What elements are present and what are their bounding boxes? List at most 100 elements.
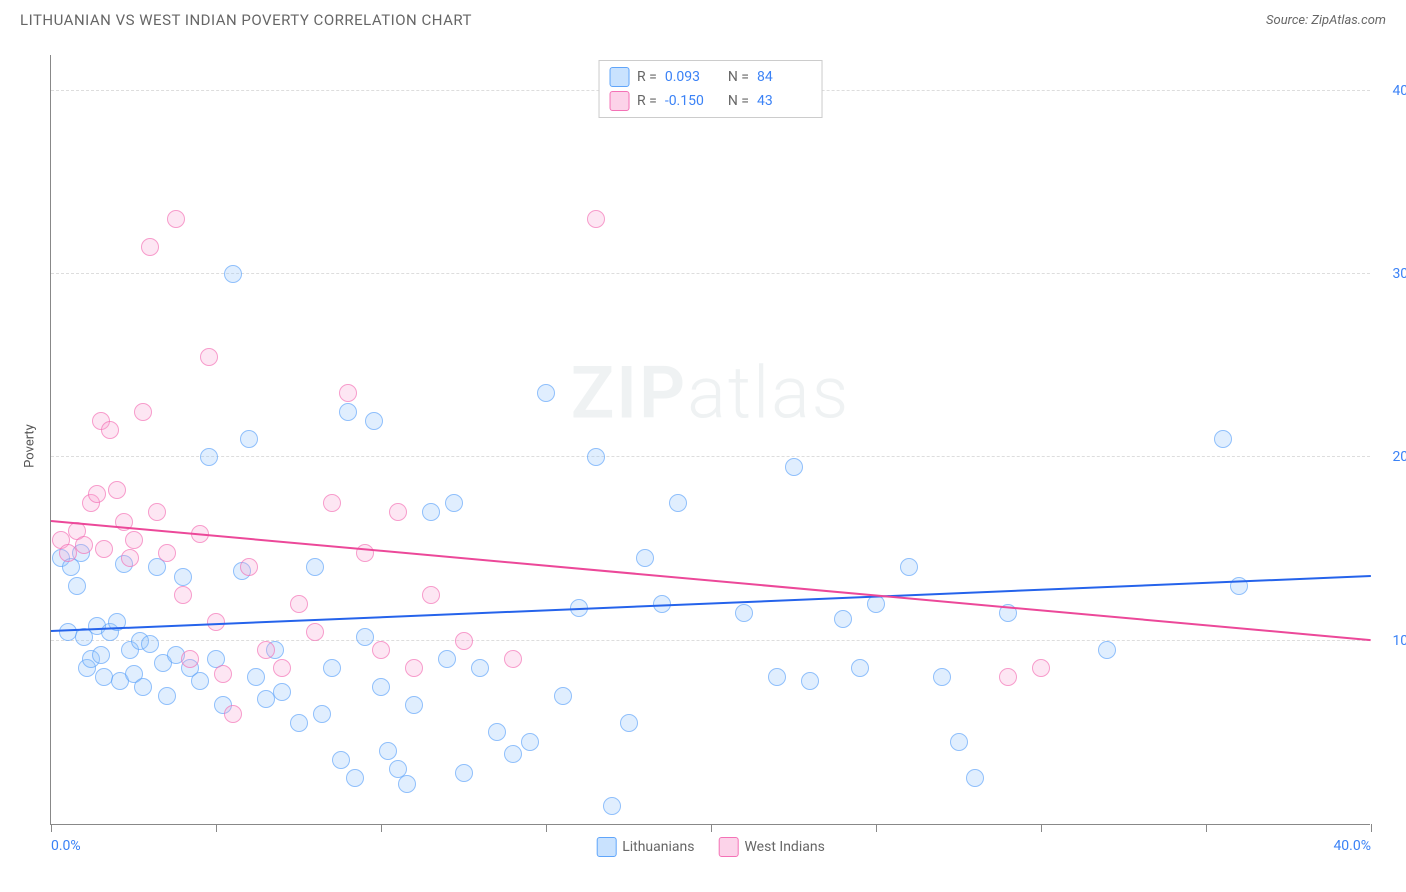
series-legend: Lithuanians West Indians: [596, 837, 825, 857]
n-label-0: N =: [728, 69, 749, 85]
data-point: [488, 723, 506, 741]
data-point: [332, 751, 350, 769]
chart-header: LITHUANIAN VS WEST INDIAN POVERTY CORREL…: [0, 0, 1406, 40]
data-point: [339, 384, 357, 402]
data-point: [768, 668, 786, 686]
data-point: [966, 769, 984, 787]
data-point: [95, 668, 113, 686]
data-point: [75, 536, 93, 554]
r-label-0: R =: [637, 69, 657, 85]
data-point: [148, 503, 166, 521]
data-point: [323, 659, 341, 677]
legend-swatch-1-icon: [718, 837, 738, 857]
data-point: [851, 659, 869, 677]
data-point: [158, 544, 176, 562]
data-point: [339, 403, 357, 421]
data-point: [313, 705, 331, 723]
data-point: [537, 384, 555, 402]
legend-label-0: Lithuanians: [622, 839, 694, 855]
data-point: [247, 668, 265, 686]
xtick-label: 0.0%: [51, 838, 81, 854]
y-axis-label: Poverty: [22, 424, 37, 468]
data-point: [445, 494, 463, 512]
r-value-0: 0.093: [665, 69, 720, 85]
data-point: [290, 595, 308, 613]
data-point: [174, 568, 192, 586]
data-point: [438, 650, 456, 668]
data-point: [181, 650, 199, 668]
data-point: [1098, 641, 1116, 659]
watermark-atlas: atlas: [687, 351, 850, 436]
data-point: [306, 623, 324, 641]
watermark-zip: ZIP: [571, 351, 687, 436]
legend-swatch-0-icon: [596, 837, 616, 857]
legend-item-1: West Indians: [718, 837, 824, 857]
data-point: [306, 558, 324, 576]
data-point: [405, 696, 423, 714]
chart-title: LITHUANIAN VS WEST INDIAN POVERTY CORREL…: [20, 11, 472, 29]
data-point: [356, 628, 374, 646]
gridline-h: [51, 273, 1370, 274]
data-point: [101, 421, 119, 439]
data-point: [121, 549, 139, 567]
n-value-0: 84: [757, 69, 812, 85]
data-point: [141, 238, 159, 256]
r-value-1: -0.150: [665, 93, 720, 109]
data-point: [398, 775, 416, 793]
data-point: [603, 797, 621, 815]
data-point: [372, 678, 390, 696]
data-point: [174, 586, 192, 604]
stats-row-0: R = 0.093 N = 84: [609, 65, 812, 89]
data-point: [504, 745, 522, 763]
ytick-label: 10.0%: [1392, 633, 1406, 649]
data-point: [224, 265, 242, 283]
data-point: [167, 210, 185, 228]
xtick-label: 40.0%: [1333, 838, 1371, 854]
data-point: [455, 764, 473, 782]
data-point: [346, 769, 364, 787]
data-point: [405, 659, 423, 677]
data-point: [620, 714, 638, 732]
n-label-1: N =: [728, 93, 749, 109]
data-point: [323, 494, 341, 512]
xtick: [381, 824, 382, 832]
ytick-label: 40.0%: [1392, 83, 1406, 99]
data-point: [389, 503, 407, 521]
ytick-label: 20.0%: [1392, 449, 1406, 465]
xtick: [1041, 824, 1042, 832]
xtick: [51, 824, 52, 832]
data-point: [158, 687, 176, 705]
data-point: [372, 641, 390, 659]
data-point: [471, 659, 489, 677]
data-point: [273, 659, 291, 677]
data-point: [200, 448, 218, 466]
stats-row-1: R = -0.150 N = 43: [609, 89, 812, 113]
data-point: [273, 683, 291, 701]
data-point: [240, 558, 258, 576]
xtick: [1371, 824, 1372, 832]
data-point: [834, 610, 852, 628]
data-point: [801, 672, 819, 690]
xtick: [711, 824, 712, 832]
data-point: [422, 503, 440, 521]
xtick: [216, 824, 217, 832]
legend-label-1: West Indians: [744, 839, 824, 855]
data-point: [636, 549, 654, 567]
xtick: [876, 824, 877, 832]
plot-area: ZIPatlas R = 0.093 N = 84 R = -0.150 N =…: [50, 55, 1370, 825]
data-point: [521, 733, 539, 751]
chart-container: LITHUANIAN VS WEST INDIAN POVERTY CORREL…: [0, 0, 1406, 892]
xtick: [1206, 824, 1207, 832]
data-point: [125, 531, 143, 549]
stats-legend: R = 0.093 N = 84 R = -0.150 N = 43: [598, 60, 823, 118]
n-value-1: 43: [757, 93, 812, 109]
gridline-h: [51, 640, 1370, 641]
data-point: [224, 705, 242, 723]
legend-item-0: Lithuanians: [596, 837, 694, 857]
data-point: [141, 635, 159, 653]
swatch-lithuanians-icon: [609, 67, 629, 87]
data-point: [1032, 659, 1050, 677]
data-point: [379, 742, 397, 760]
data-point: [504, 650, 522, 668]
watermark: ZIPatlas: [571, 351, 851, 436]
